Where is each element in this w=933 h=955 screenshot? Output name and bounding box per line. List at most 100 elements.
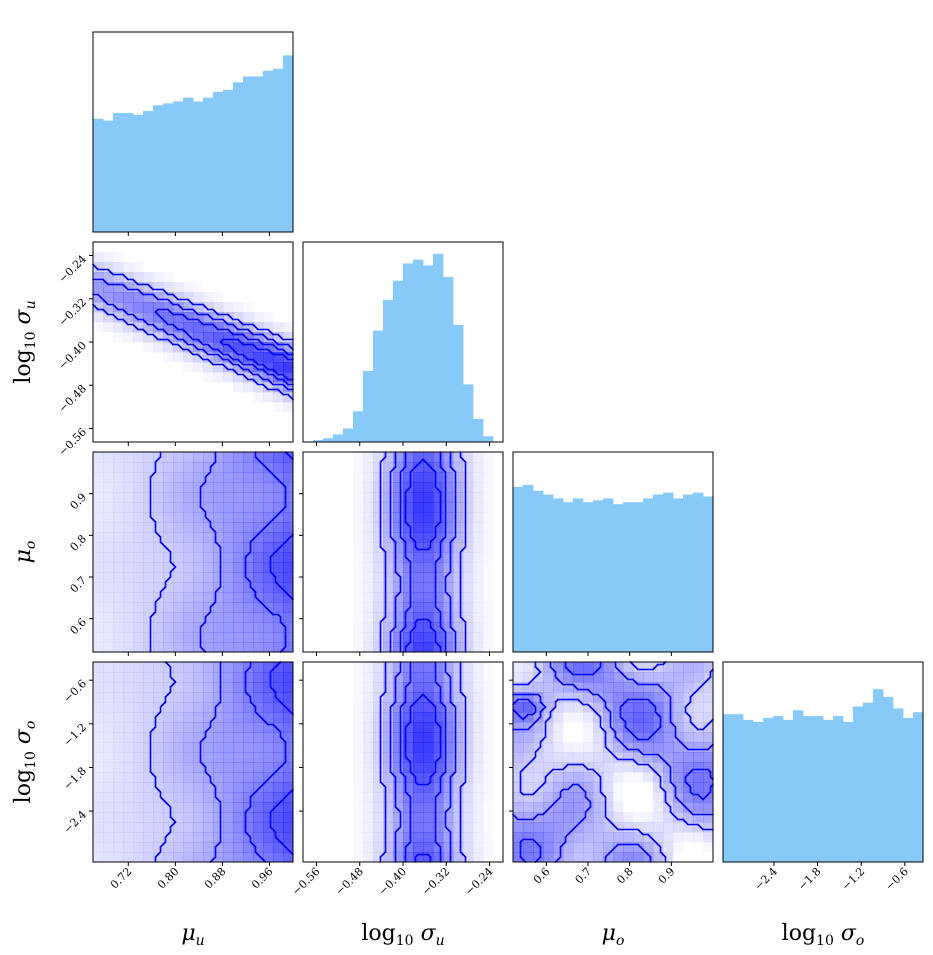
x-tick-label: −0.32 xyxy=(419,865,452,898)
density-cell xyxy=(473,772,484,783)
density-cell xyxy=(583,682,594,693)
density-cell xyxy=(453,852,464,863)
density-cell xyxy=(443,472,454,483)
density-cell xyxy=(253,812,264,823)
density-cell xyxy=(543,742,554,753)
density-cell xyxy=(613,752,624,763)
histogram-bar xyxy=(453,324,464,442)
contour-segment xyxy=(432,468,437,473)
density-cell xyxy=(193,462,204,473)
contour-segment xyxy=(257,598,262,603)
density-cell xyxy=(593,672,604,683)
density-cell xyxy=(563,812,574,823)
density-cell xyxy=(123,742,134,753)
density-cell xyxy=(283,532,294,543)
contour-segment xyxy=(122,318,127,323)
density-cell xyxy=(613,742,624,753)
density-cell xyxy=(263,542,274,553)
density-cell xyxy=(453,802,464,813)
density-cell xyxy=(123,582,134,593)
density-cell xyxy=(143,322,154,333)
density-cell xyxy=(543,762,554,773)
histogram-bar xyxy=(613,504,624,652)
density-cell xyxy=(403,622,414,633)
density-cell xyxy=(563,792,574,803)
density-cell xyxy=(233,662,244,673)
density-cell xyxy=(623,662,634,673)
density-cell xyxy=(133,682,144,693)
density-cell xyxy=(93,812,104,823)
density-cell xyxy=(193,472,204,483)
density-cell xyxy=(153,752,164,763)
density-cell xyxy=(523,832,534,843)
density-cell xyxy=(233,682,244,693)
density-cell xyxy=(433,802,444,813)
density-cell xyxy=(423,662,434,673)
density-cell xyxy=(253,692,264,703)
density-cell xyxy=(633,742,644,753)
density-cell xyxy=(243,702,254,713)
density-cell xyxy=(633,752,644,763)
density-cell xyxy=(473,592,484,603)
density-cell xyxy=(143,542,154,553)
contour-segment xyxy=(227,343,232,348)
contour-segment xyxy=(402,538,407,543)
density-cell xyxy=(353,582,363,592)
density-cell xyxy=(203,502,214,513)
contour-segment xyxy=(537,843,542,848)
density-cell xyxy=(363,622,374,633)
density-cell xyxy=(673,842,683,852)
density-cell xyxy=(273,572,284,583)
density-cell xyxy=(553,762,564,773)
density-cell xyxy=(443,582,454,593)
density-cell xyxy=(393,512,404,523)
density-cell xyxy=(473,852,484,863)
density-cell xyxy=(113,682,124,693)
histogram-bar xyxy=(243,76,254,232)
density-cell xyxy=(683,742,694,753)
density-cell xyxy=(463,642,474,653)
density-cell xyxy=(93,602,104,613)
contour-segment xyxy=(652,768,657,773)
density-cell xyxy=(703,842,713,852)
density-cell xyxy=(253,622,264,633)
density-cell xyxy=(143,602,154,613)
density-cell xyxy=(423,612,434,623)
density-cell xyxy=(223,812,234,823)
density-cell xyxy=(253,662,264,673)
contour-segment xyxy=(682,743,687,748)
density-cell xyxy=(153,622,164,633)
density-cell xyxy=(133,272,144,283)
density-cell xyxy=(553,692,564,703)
density-cell xyxy=(253,532,264,543)
density-cell xyxy=(103,262,114,273)
density-cell xyxy=(143,762,154,773)
density-cell xyxy=(143,842,154,853)
histogram-bar xyxy=(143,111,154,232)
density-cell xyxy=(93,452,104,463)
histogram-bar xyxy=(903,718,914,862)
x-tick-label: 0.7 xyxy=(573,865,595,887)
histogram-bar xyxy=(403,263,414,442)
density-cell xyxy=(463,572,474,583)
density-cell xyxy=(143,692,154,703)
density-cell xyxy=(673,682,684,693)
density-cell xyxy=(213,322,224,333)
density-cell xyxy=(223,502,234,513)
density-cell xyxy=(103,282,114,293)
density-cell xyxy=(133,292,144,303)
density-cell xyxy=(183,782,194,793)
contour-segment xyxy=(182,338,187,343)
contour-segment xyxy=(662,688,667,693)
density-cell xyxy=(283,702,294,713)
density-cell xyxy=(403,552,414,563)
density-cell xyxy=(193,662,204,673)
contour-segment xyxy=(462,693,467,698)
density-cell xyxy=(543,712,554,723)
density-cell xyxy=(193,322,204,333)
density-cell xyxy=(193,602,204,613)
histogram-bar xyxy=(313,440,324,442)
density-cell xyxy=(283,552,294,563)
density-cell xyxy=(603,752,614,763)
density-cell xyxy=(433,522,444,533)
